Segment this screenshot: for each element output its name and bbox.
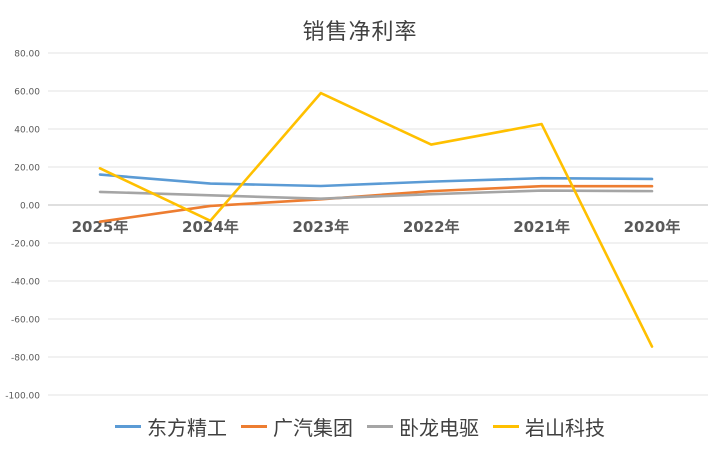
y-tick-label: -20.00 (11, 240, 40, 250)
y-tick-label: 40.00 (14, 126, 40, 136)
y-tick-label: -100.00 (5, 392, 40, 402)
legend-label: 东方精工 (147, 416, 227, 440)
series-line (98, 189, 654, 201)
x-category-label: 2022年 (403, 218, 460, 236)
legend-label: 卧龙电驱 (399, 416, 479, 440)
legend-swatch (115, 425, 141, 428)
x-category-label: 2021年 (513, 218, 570, 236)
x-category-label: 2023年 (292, 218, 349, 236)
legend-swatch (493, 425, 519, 428)
series-line (98, 91, 654, 348)
y-tick-label: 80.00 (14, 50, 40, 60)
legend-swatch (241, 425, 267, 428)
chart-title: 销售净利率 (302, 20, 418, 45)
x-category-label: 2020年 (624, 218, 681, 236)
chart-legend: 东方精工 广汽集团 卧龙电驱 岩山科技 (0, 412, 720, 441)
y-tick-label: 20.00 (14, 164, 40, 174)
legend-swatch (367, 425, 393, 428)
legend-label: 广汽集团 (273, 416, 353, 440)
y-tick-label: -40.00 (11, 278, 40, 288)
legend-item: 卧龙电驱 (367, 412, 479, 441)
y-tick-label: -60.00 (11, 316, 40, 326)
x-category-label: 2025年 (72, 218, 129, 236)
y-tick-label: 0.00 (20, 202, 40, 212)
series-line (98, 173, 654, 188)
y-tick-label: 60.00 (14, 88, 40, 98)
y-tick-label: -80.00 (11, 354, 40, 364)
legend-item: 东方精工 (115, 412, 227, 441)
legend-item: 广汽集团 (241, 412, 353, 441)
x-category-label: 2024年 (182, 218, 239, 236)
legend-label: 岩山科技 (525, 416, 605, 440)
legend-item: 岩山科技 (493, 412, 605, 441)
